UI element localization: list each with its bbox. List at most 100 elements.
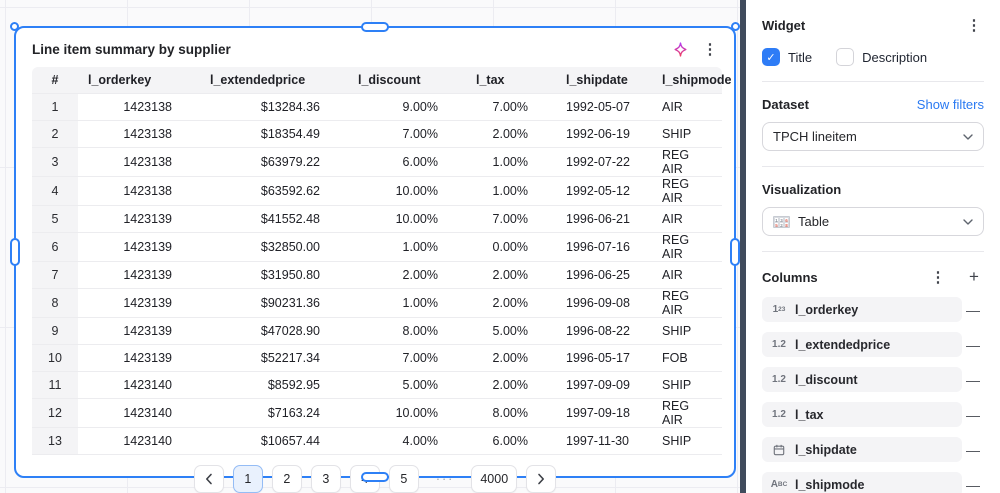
table-row: 1 1423138 $13284.36 9.00% 7.00% 1992-05-07 AIR — [32, 94, 722, 121]
dataset-select[interactable]: TPCH lineitem — [762, 122, 984, 151]
column-header-shipdate: l_shipdate — [556, 67, 652, 94]
remove-column-button[interactable]: — — [962, 336, 984, 354]
pagination-next-button[interactable] — [526, 465, 557, 493]
section-divider — [762, 251, 984, 252]
table-cell: 8.00% — [348, 318, 466, 345]
table-cell: 1423139 — [78, 206, 200, 233]
resize-handle-right[interactable] — [730, 238, 740, 266]
description-checkbox-label: Description — [862, 49, 928, 65]
table-cell: 1423138 — [78, 121, 200, 148]
checkbox-check-icon — [836, 48, 855, 66]
add-column-button[interactable]: + — [964, 267, 984, 287]
pagination-page-button[interactable]: 2 — [271, 465, 302, 493]
pagination-ellipsis: ··· — [428, 465, 463, 493]
remove-column-button[interactable]: — — [962, 301, 984, 319]
table-row: 6 1423139 $32850.00 1.00% 0.00% 1996-07-16 REG… — [32, 233, 722, 262]
column-item-tax[interactable]: 1.2 l_tax — [762, 402, 962, 427]
table-cell: SHIP — [652, 121, 722, 148]
table-cell: $52217.34 — [200, 345, 348, 372]
table-cell: 1423139 — [78, 262, 200, 289]
columns-section-title: Columns — [762, 269, 818, 285]
table-cell: 6.00% — [348, 148, 466, 177]
table-cell: 1423138 — [78, 148, 200, 177]
section-divider — [762, 166, 984, 167]
table-cell: 7.00% — [348, 345, 466, 372]
columns-menu-button[interactable]: ⋮ — [928, 267, 948, 287]
table-cell: AIR — [652, 206, 722, 233]
decimal-icon: 1.2 — [772, 339, 786, 350]
table-row: 3 1423138 $63979.22 6.00% 1.00% 1992-07-22 REG… — [32, 148, 722, 177]
column-item-shipdate[interactable]: l_shipdate — [762, 437, 962, 462]
pagination-prev-button[interactable] — [193, 465, 224, 493]
pagination-page-button[interactable]: 1 — [232, 465, 263, 493]
table-cell: 7.00% — [466, 94, 556, 121]
chevron-down-icon — [963, 133, 973, 140]
pagination-page-button[interactable]: 3 — [310, 465, 341, 493]
table-cell: 3 — [32, 148, 78, 177]
table-cell: 2.00% — [466, 372, 556, 399]
columns-section-header: Columns ⋮ + — [762, 267, 984, 287]
table-cell: $90231.36 — [200, 289, 348, 318]
table-cell: $31950.80 — [200, 262, 348, 289]
show-filters-link[interactable]: Show filters — [916, 97, 984, 112]
table-cell: 7.00% — [466, 206, 556, 233]
table-cell: 2.00% — [466, 289, 556, 318]
kebab-menu-icon: ⋮ — [930, 268, 946, 286]
table-row: 5 1423139 $41552.48 10.00% 7.00% 1996-06-21 AI… — [32, 206, 722, 233]
minus-icon: — — [966, 476, 980, 493]
pagination-page-button[interactable]: 5 — [388, 465, 419, 493]
table-cell: 13 — [32, 428, 78, 455]
table-cell: 0.00% — [466, 233, 556, 262]
table-cell: 1996-06-21 — [556, 206, 652, 233]
pagination-page-button[interactable]: 4000 — [471, 465, 518, 493]
title-checkbox-label: Title — [788, 49, 813, 65]
table-row: 8 1423139 $90231.36 1.00% 2.00% 1996-09-08 REG… — [32, 289, 722, 318]
resize-handle-bottom[interactable] — [361, 472, 389, 482]
column-item-extendedprice[interactable]: 1.2 l_extendedprice — [762, 332, 962, 357]
minus-icon: — — [966, 406, 980, 423]
widget-card[interactable]: Line item summary by supplier — [10, 22, 740, 493]
checkbox-check-icon: ✓ — [762, 48, 780, 66]
card-actions: ⋮ — [670, 39, 720, 59]
table-cell: SHIP — [652, 428, 722, 455]
table-cell: $63979.22 — [200, 148, 348, 177]
description-checkbox[interactable]: Description — [836, 48, 927, 66]
table-cell: 10.00% — [348, 399, 466, 428]
dashboard-canvas: Line item summary by supplier — [0, 0, 741, 493]
table-cell: REG AIR — [652, 289, 722, 318]
resize-handle-top-right[interactable] — [731, 22, 740, 31]
remove-column-button[interactable]: — — [962, 406, 984, 424]
remove-column-button[interactable]: — — [962, 371, 984, 389]
table-cell: $63592.62 — [200, 177, 348, 206]
column-row: 1.2 l_extendedprice — — [762, 332, 984, 357]
column-item-discount[interactable]: 1.2 l_discount — [762, 367, 962, 392]
remove-column-button[interactable]: — — [962, 476, 984, 493]
column-header-shipmode: l_shipmode — [652, 67, 731, 94]
resize-handle-top[interactable] — [361, 22, 389, 32]
table-cell: 8 — [32, 289, 78, 318]
widget-menu-button[interactable]: ⋮ — [964, 15, 984, 35]
table-header-row: # l_orderkey l_extendedprice l_discount … — [32, 67, 731, 94]
table-cell: $32850.00 — [200, 233, 348, 262]
visualization-section-title: Visualization — [762, 182, 842, 197]
sparkle-ai-button[interactable] — [670, 39, 690, 59]
table-cell: 2.00% — [348, 262, 466, 289]
table-cell: 8.00% — [466, 399, 556, 428]
title-checkbox[interactable]: ✓ Title — [762, 48, 812, 66]
table-cell: 10.00% — [348, 206, 466, 233]
table-cell: 1992-06-19 — [556, 121, 652, 148]
table-cell: $7163.24 — [200, 399, 348, 428]
resize-handle-top-left[interactable] — [10, 22, 19, 31]
card-menu-button[interactable]: ⋮ — [700, 39, 720, 59]
dataset-section-header: Dataset Show filters — [762, 97, 984, 112]
table-cell: 4 — [32, 177, 78, 206]
remove-column-button[interactable]: — — [962, 441, 984, 459]
table-row: 7 1423139 $31950.80 2.00% 2.00% 1996-06-25 AIR — [32, 262, 722, 289]
resize-handle-left[interactable] — [10, 238, 20, 266]
minus-icon: — — [966, 301, 980, 318]
